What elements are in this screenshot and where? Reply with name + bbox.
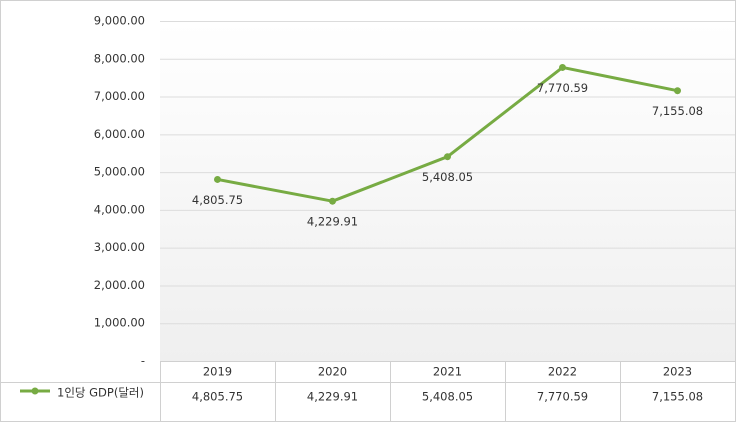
- data-label: 4,805.75: [192, 193, 243, 207]
- x-tick-label: 2019: [203, 365, 232, 379]
- x-tick-label: 2021: [433, 365, 462, 379]
- data-point: [214, 175, 221, 183]
- table-value: 7,770.59: [537, 390, 588, 404]
- table-value: 4,805.75: [192, 390, 243, 404]
- x-tick-label: 2022: [548, 365, 577, 379]
- y-tick-label: 5,000.00: [94, 165, 145, 179]
- data-label: 4,229.91: [307, 215, 358, 229]
- y-tick-label: 7,000.00: [94, 89, 145, 103]
- plot-background: [160, 21, 735, 361]
- legend-marker: [31, 387, 39, 395]
- y-tick-label: 1,000.00: [94, 316, 145, 330]
- y-tick-label: -: [141, 354, 145, 368]
- y-tick-label: 8,000.00: [94, 51, 145, 65]
- x-tick-label: 2020: [318, 365, 347, 379]
- data-point: [559, 63, 566, 71]
- y-tick-label: 3,000.00: [94, 240, 145, 254]
- legend-label: 1인당 GDP(달러): [57, 386, 144, 400]
- table-value: 5,408.05: [422, 390, 473, 404]
- table-value: 4,229.91: [307, 390, 358, 404]
- data-label: 7,155.08: [652, 104, 703, 118]
- x-tick-label: 2023: [663, 365, 692, 379]
- table-value: 7,155.08: [652, 390, 703, 404]
- y-tick-label: 6,000.00: [94, 127, 145, 141]
- data-point: [674, 87, 681, 95]
- y-tick-label: 9,000.00: [94, 14, 145, 28]
- y-tick-label: 2,000.00: [94, 278, 145, 292]
- data-point: [444, 153, 451, 161]
- data-label: 5,408.05: [422, 170, 473, 184]
- data-label: 7,770.59: [537, 81, 588, 95]
- data-point: [329, 197, 336, 205]
- y-tick-label: 4,000.00: [94, 202, 145, 216]
